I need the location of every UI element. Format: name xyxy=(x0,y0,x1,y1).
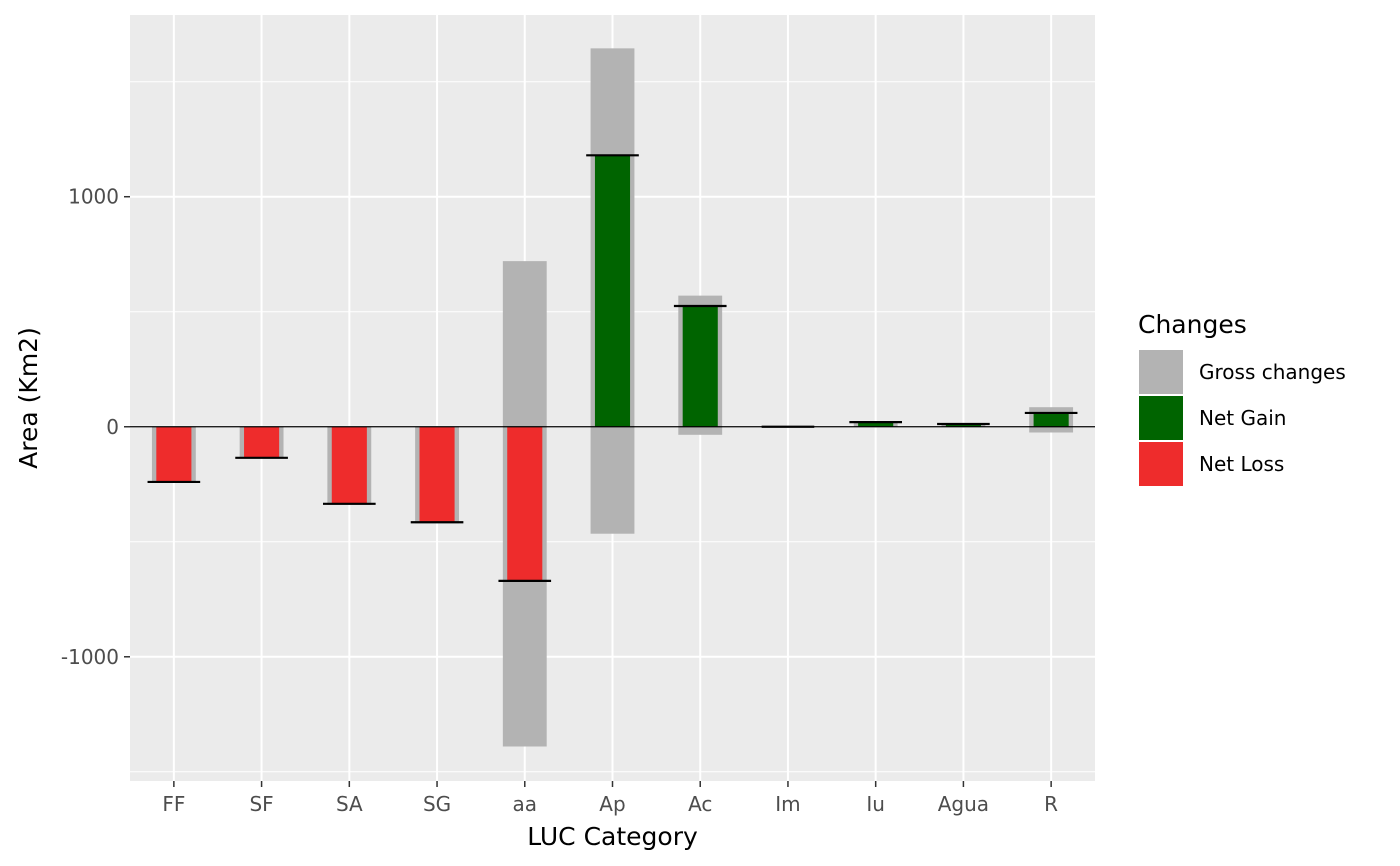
net-change-bars xyxy=(156,155,1069,581)
y-axis-title: Area (Km2) xyxy=(14,327,43,469)
y-tick-label: 1000 xyxy=(68,185,119,209)
y-axis: -1000 0 1000 xyxy=(61,185,130,669)
x-axis-title: LUC Category xyxy=(527,822,698,851)
net-gain-bar-Agua xyxy=(945,423,981,427)
net-loss-bar-aa xyxy=(507,426,543,581)
x-tick-label: SG xyxy=(423,792,451,816)
x-tick-label: Ap xyxy=(599,792,625,816)
y-tick-label: 0 xyxy=(106,415,119,439)
legend: Changes Gross changes Net Gain Net Loss xyxy=(1138,310,1346,486)
net-loss-bar-FF xyxy=(156,426,192,482)
legend-label: Net Gain xyxy=(1199,406,1286,430)
net-loss-bar-SG xyxy=(419,426,455,523)
net-loss-bar-SF xyxy=(244,426,280,458)
legend-label: Net Loss xyxy=(1199,452,1284,476)
x-tick-label: Ac xyxy=(688,792,712,816)
x-tick-label: Im xyxy=(775,792,800,816)
legend-label: Gross changes xyxy=(1199,360,1346,384)
y-tick-label: -1000 xyxy=(61,645,119,669)
x-tick-label: Agua xyxy=(938,792,989,816)
net-gain-bar-Iu xyxy=(858,422,894,427)
legend-key xyxy=(1139,396,1183,440)
legend-key xyxy=(1139,442,1183,486)
x-tick-label: SA xyxy=(336,792,363,816)
legend-title: Changes xyxy=(1138,310,1247,339)
net-loss-bar-SA xyxy=(331,426,367,504)
net-gain-bar-Ap xyxy=(594,155,631,427)
net-gain-bar-Ac xyxy=(682,305,718,427)
x-tick-label: aa xyxy=(513,792,538,816)
net-gain-bar-R xyxy=(1033,412,1069,427)
net-change-markers xyxy=(147,154,1078,582)
x-tick-label: Iu xyxy=(866,792,885,816)
x-tick-label: SF xyxy=(249,792,273,816)
legend-key xyxy=(1139,350,1183,394)
x-axis: FF SF SA SG aa Ap Ac Im Iu Agua R xyxy=(162,781,1058,816)
x-tick-label: FF xyxy=(162,792,185,816)
x-tick-label: R xyxy=(1044,792,1058,816)
